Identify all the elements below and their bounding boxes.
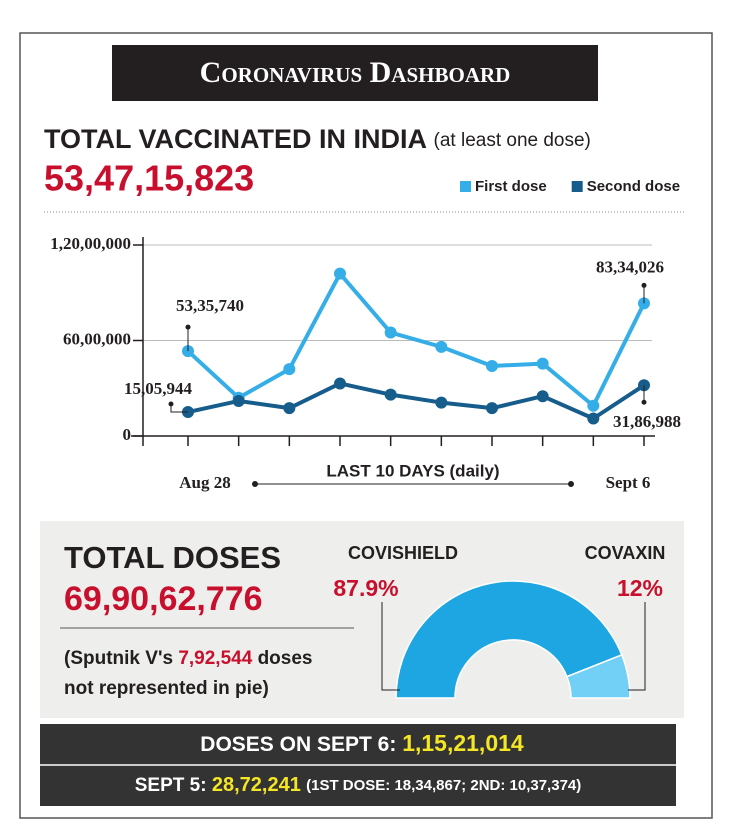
yesterday-value: 28,72,241 <box>212 774 301 796</box>
pie-leader <box>628 602 646 691</box>
yesterday-detail: (1ST DOSE: 18,34,867; 2ND: 10,37,374) <box>306 777 581 794</box>
legend-swatch <box>460 181 471 192</box>
yesterday-label: SEPT 5: <box>135 775 207 796</box>
data-point <box>334 267 346 280</box>
data-point <box>536 357 549 370</box>
data-point <box>587 412 600 425</box>
data-label: 31,86,988 <box>613 412 681 431</box>
data-point <box>334 377 346 390</box>
data-label: 15,05,944 <box>124 379 193 398</box>
leader <box>170 404 188 413</box>
data-label: 53,35,740 <box>176 296 244 315</box>
data-point <box>232 394 245 407</box>
data-point <box>435 396 448 409</box>
daily-yesterday: SEPT 5: 28,72,241 (1ST DOSE: 18,34,867; … <box>135 774 582 796</box>
doses-title: TOTAL DOSES <box>64 540 281 575</box>
note: (Sputnik V's 7,92,544 doses <box>64 648 312 669</box>
header: Coronavirus Dashboard <box>200 56 511 89</box>
frame <box>19 32 713 819</box>
data-point <box>283 363 296 376</box>
note-prefix: (Sputnik V's <box>64 648 173 669</box>
subtitle: (at least one dose) <box>434 130 591 151</box>
pie-slice <box>395 580 623 699</box>
data-point <box>486 359 498 372</box>
today-label: DOSES ON SEPT 6: <box>200 733 396 756</box>
note-suffix: doses <box>258 648 313 669</box>
note-value: 7,92,544 <box>178 648 252 669</box>
leader-dot <box>168 401 174 407</box>
pie-slice <box>565 653 631 699</box>
pie-value-label: 12% <box>617 575 663 601</box>
note-line2: not represented in pie) <box>64 678 269 699</box>
series-line <box>187 381 646 421</box>
x-tick-label: Sept 6 <box>606 473 651 492</box>
doses-total: 69,90,62,776 <box>64 580 263 618</box>
y-tick-label: 1,20,00,000 <box>50 234 131 253</box>
legend-label: First dose <box>475 178 547 195</box>
x-label-dot <box>252 481 258 487</box>
pie-category: COVAXIN <box>585 543 666 563</box>
title: TOTAL VACCINATED IN INDIA (at least one … <box>44 124 591 154</box>
data-point <box>486 402 498 415</box>
data-point <box>536 390 549 403</box>
data-point <box>283 402 296 415</box>
pie-value-label: 87.9% <box>333 575 398 601</box>
total-vaccinated: 53,47,15,823 <box>44 158 254 199</box>
daily-today: DOSES ON SEPT 6: 1,15,21,014 <box>200 730 524 756</box>
pie-leader <box>381 602 400 691</box>
legend-swatch <box>571 181 583 192</box>
header-box <box>112 45 598 101</box>
x-label-dot <box>568 481 574 487</box>
today-value: 1,15,21,014 <box>402 730 524 756</box>
leader-dot <box>641 282 647 288</box>
y-tick-label: 60,00,000 <box>63 329 131 348</box>
leader-dot <box>185 324 191 330</box>
y-tick-label: 0 <box>123 425 132 444</box>
data-point <box>587 399 600 412</box>
series-line <box>186 271 646 408</box>
title-main: TOTAL VACCINATED IN INDIA <box>44 124 426 154</box>
legend-label: Second dose <box>587 178 680 195</box>
x-axis-label: LAST 10 DAYS (daily) <box>326 461 499 480</box>
x-tick-label: Aug 28 <box>179 473 230 492</box>
leader-dot <box>641 399 647 405</box>
data-point <box>384 388 397 401</box>
pie-category: COVISHIELD <box>348 543 458 563</box>
data-label: 83,34,026 <box>596 257 664 276</box>
data-point <box>435 340 448 353</box>
data-point <box>384 326 397 339</box>
